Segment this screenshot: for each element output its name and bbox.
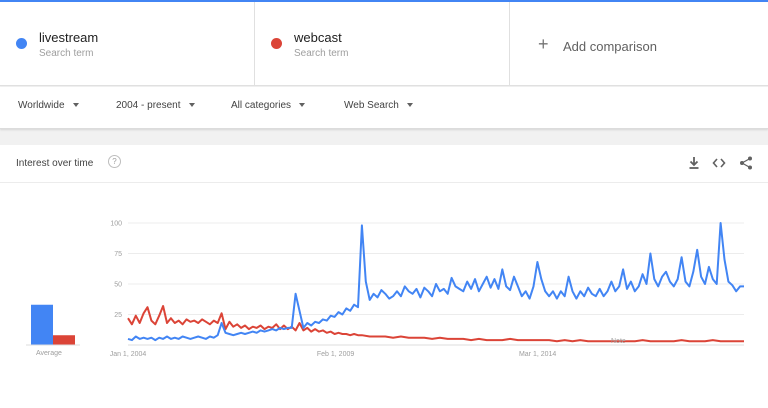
term-name[interactable]: livestream bbox=[39, 30, 99, 45]
chart-grid: 25 50 75 100 bbox=[110, 221, 744, 346]
y-tick-label: 100 bbox=[110, 221, 122, 228]
y-tick-label: 25 bbox=[114, 312, 122, 319]
caret-down-icon bbox=[72, 103, 79, 108]
category-label: All categories bbox=[231, 100, 292, 111]
y-tick-label: 50 bbox=[114, 282, 122, 289]
download-icon[interactable] bbox=[684, 153, 704, 173]
x-tick-label: Feb 1, 2009 bbox=[317, 351, 354, 358]
average-bar-webcast[interactable] bbox=[53, 335, 75, 345]
chart-lines bbox=[127, 222, 744, 343]
search-terms-bar: livestream Search term webcast Search te… bbox=[0, 0, 768, 86]
search-property-label: Web Search bbox=[344, 100, 399, 111]
term-type-label: Search term bbox=[39, 48, 94, 59]
average-bars bbox=[26, 304, 80, 346]
time-range-dropdown[interactable]: 2004 - present bbox=[116, 100, 195, 111]
region-dropdown-label: Worldwide bbox=[18, 100, 65, 111]
card-header: Interest over time ? bbox=[0, 145, 768, 183]
x-tick-label: Jan 1, 2004 bbox=[110, 351, 147, 358]
series-line-webcast[interactable] bbox=[127, 305, 744, 343]
search-property-dropdown[interactable]: Web Search bbox=[344, 100, 413, 111]
embed-icon[interactable] bbox=[709, 153, 729, 173]
category-dropdown[interactable]: All categories bbox=[231, 100, 306, 111]
average-label: Average bbox=[36, 350, 62, 357]
series-line-livestream[interactable] bbox=[127, 222, 744, 342]
card-title: Interest over time bbox=[16, 158, 94, 169]
region-dropdown[interactable]: Worldwide bbox=[18, 100, 79, 111]
term-card-webcast[interactable]: webcast Search term bbox=[255, 2, 510, 86]
average-bar-livestream[interactable] bbox=[31, 304, 53, 345]
time-range-label: 2004 - present bbox=[116, 100, 181, 111]
caret-down-icon bbox=[299, 103, 306, 108]
add-comparison-button[interactable]: + Add comparison bbox=[510, 2, 768, 85]
note-marker[interactable]: Note bbox=[611, 338, 626, 345]
interest-chart: 25 50 75 100 Jan 1, 2004 Feb 1, 2009 Mar 1, 2… bbox=[26, 221, 744, 358]
x-tick-label: Mar 1, 2014 bbox=[519, 351, 556, 358]
help-icon[interactable]: ? bbox=[108, 155, 121, 168]
caret-down-icon bbox=[406, 103, 413, 108]
series-color-dot bbox=[271, 38, 282, 49]
filter-bar: Worldwide 2004 - present All categories … bbox=[0, 87, 768, 129]
x-axis-labels: Jan 1, 2004 Feb 1, 2009 Mar 1, 2014 bbox=[110, 351, 557, 358]
y-tick-label: 75 bbox=[114, 251, 122, 258]
term-name[interactable]: webcast bbox=[294, 30, 342, 45]
term-card-livestream[interactable]: livestream Search term bbox=[0, 2, 255, 86]
share-icon[interactable] bbox=[736, 153, 756, 173]
plus-icon: + bbox=[538, 34, 549, 54]
term-type-label: Search term bbox=[294, 48, 349, 59]
series-color-dot bbox=[16, 38, 27, 49]
add-comparison-label: Add comparison bbox=[563, 39, 657, 54]
caret-down-icon bbox=[188, 103, 195, 108]
interest-over-time-card: Interest over time ? 25 50 75 100 Jan 1, 20… bbox=[0, 145, 768, 408]
